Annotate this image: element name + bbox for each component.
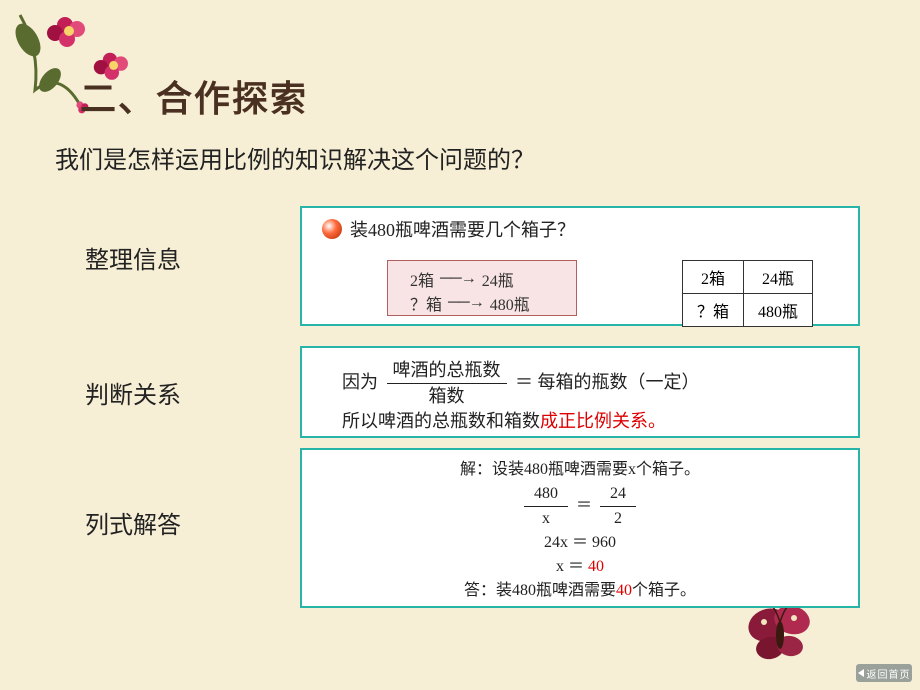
pink-mapping-box: 2箱 ──→ 24瓶 ？箱 ──→ 480瓶 [387, 260, 577, 316]
map-r1-left: 2箱 [410, 267, 434, 291]
judge-line2-red: 成正比例关系。 [540, 411, 666, 431]
equation-left-fraction: 480 x [524, 482, 568, 531]
answer-line: 答：装480瓶啤酒需要40个箱子。 [302, 579, 858, 603]
map-r2-right: 480瓶 [490, 291, 530, 315]
eq-right-den: 2 [600, 507, 636, 531]
table-cell: ？箱 [682, 294, 743, 327]
table-row: ？箱 480瓶 [682, 294, 812, 327]
step-label-solve: 列式解答 [85, 505, 181, 540]
judge-box: 因为 啤酒的总瓶数 箱数 ＝ 每箱的瓶数（一定） 所以啤酒的总瓶数和箱数成正比例… [300, 346, 860, 438]
judge-prefix: 因为 [342, 372, 378, 392]
slide: 二、合作探索 我们是怎样运用比例的知识解决这个问题的？ 整理信息 判断关系 列式… [0, 0, 920, 690]
eq-left-den: x [524, 507, 568, 531]
step-label-info: 整理信息 [85, 240, 181, 275]
mapping-row-2: ？箱 ──→ 480瓶 [410, 291, 530, 315]
bullet-orb-icon [322, 219, 342, 239]
section-title: 二、合作探索 [80, 70, 308, 122]
judge-line2-prefix: 所以啤酒的总瓶数和箱数 [342, 411, 540, 431]
map-r2-left: ？箱 [410, 291, 442, 315]
home-button-content: 返回首页 [858, 666, 911, 681]
solve-box: 解：设装480瓶啤酒需要x个箱子。 480 x ＝ 24 2 24x ＝ 960… [300, 448, 860, 608]
mapping-row-1: 2箱 ──→ 24瓶 [410, 267, 514, 291]
answer-prefix: 答：装480瓶啤酒需要 [464, 582, 616, 599]
solve-step-b: x ＝ 40 [302, 555, 858, 579]
table-row: 2箱 24瓶 [682, 261, 812, 294]
equation-row: 480 x ＝ 24 2 [302, 482, 858, 531]
answer-value: 40 [616, 582, 632, 599]
judge-content: 因为 啤酒的总瓶数 箱数 ＝ 每箱的瓶数（一定） 所以啤酒的总瓶数和箱数成正比例… [342, 358, 828, 435]
fraction: 啤酒的总瓶数 箱数 [387, 358, 507, 409]
step-b-prefix: x ＝ [556, 558, 588, 575]
info-table: 2箱 24瓶 ？箱 480瓶 [682, 260, 813, 327]
answer-suffix: 个箱子。 [632, 582, 696, 599]
arrow-icon: ──→ [440, 270, 476, 288]
step-label-judge: 判断关系 [85, 375, 181, 410]
home-button-label: 返回首页 [867, 666, 911, 681]
solve-step-a: 24x ＝ 960 [302, 531, 858, 555]
fraction-den: 箱数 [387, 384, 507, 409]
judge-line-2: 所以啤酒的总瓶数和箱数成正比例关系。 [342, 409, 828, 434]
arrow-icon: ──→ [448, 294, 484, 312]
step-b-value: 40 [588, 558, 604, 575]
map-r1-right: 24瓶 [482, 267, 514, 291]
eq-left-num: 480 [524, 482, 568, 507]
judge-suffix: ＝ 每箱的瓶数（一定） [515, 372, 700, 392]
info-box: 装480瓶啤酒需要几个箱子？ 2箱 ──→ 24瓶 ？箱 ──→ 480瓶 2箱… [300, 206, 860, 326]
table-cell: 2箱 [682, 261, 743, 294]
butterfly-decoration-icon [740, 600, 820, 670]
solve-content: 解：设装480瓶啤酒需要x个箱子。 480 x ＝ 24 2 24x ＝ 960… [302, 458, 858, 603]
judge-line-1: 因为 啤酒的总瓶数 箱数 ＝ 每箱的瓶数（一定） [342, 358, 828, 409]
info-box-title: 装480瓶啤酒需要几个箱子？ [322, 216, 575, 242]
home-button[interactable]: 返回首页 [856, 664, 912, 682]
assume-line: 解：设装480瓶啤酒需要x个箱子。 [302, 458, 858, 482]
equation-right-fraction: 24 2 [600, 482, 636, 531]
table-cell: 24瓶 [743, 261, 812, 294]
info-box-title-text: 装480瓶啤酒需要几个箱子？ [350, 216, 575, 242]
fraction-num: 啤酒的总瓶数 [387, 358, 507, 384]
eq-right-num: 24 [600, 482, 636, 507]
equals-sign: ＝ [576, 497, 592, 514]
question-text: 我们是怎样运用比例的知识解决这个问题的？ [55, 140, 535, 175]
table-cell: 480瓶 [743, 294, 812, 327]
triangle-left-icon [858, 669, 864, 677]
